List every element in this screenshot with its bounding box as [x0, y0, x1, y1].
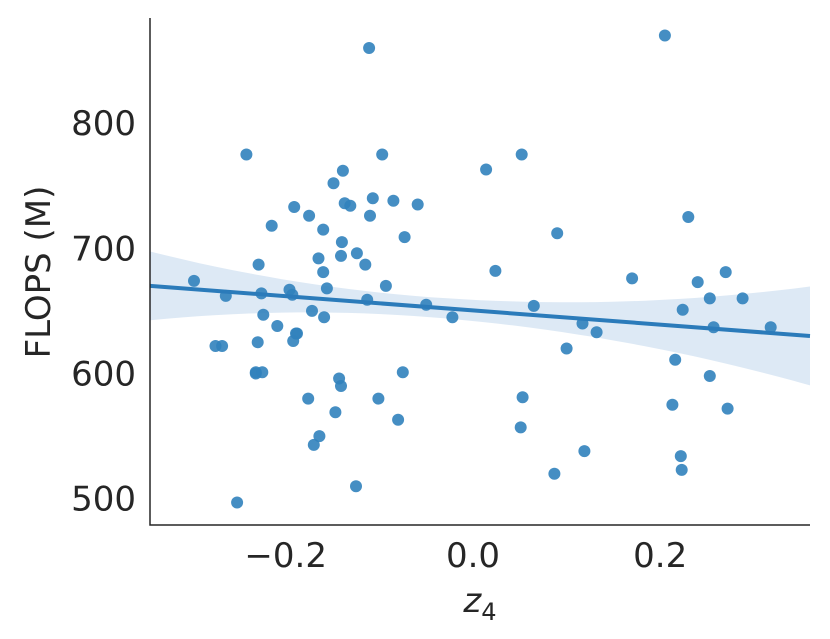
data-point — [317, 223, 330, 236]
x-tick-label: 0.0 — [446, 536, 500, 576]
data-points-layer — [188, 29, 777, 509]
x-tick-label: −0.2 — [244, 536, 327, 576]
data-point — [320, 282, 333, 295]
y-tick-label: 600 — [71, 355, 136, 395]
data-point — [288, 201, 301, 213]
data-point — [302, 392, 315, 405]
data-point — [682, 211, 695, 223]
data-point — [551, 227, 564, 240]
data-point — [548, 467, 561, 480]
data-point — [313, 430, 326, 443]
y-tick-label: 500 — [71, 480, 136, 520]
data-point — [335, 249, 347, 262]
data-point — [350, 247, 363, 260]
data-point — [676, 303, 689, 316]
data-point — [303, 209, 316, 222]
data-point — [306, 304, 318, 317]
data-point — [216, 340, 229, 352]
data-point — [251, 336, 264, 349]
data-point — [379, 279, 392, 292]
data-point — [271, 320, 284, 332]
y-tick-label: 800 — [71, 104, 136, 144]
data-point — [329, 406, 342, 419]
data-point — [515, 148, 528, 161]
data-point — [376, 148, 389, 161]
data-point — [626, 272, 639, 285]
y-tick-labels: 500 600 700 800 — [71, 104, 136, 520]
data-point — [327, 177, 340, 190]
data-point — [703, 292, 716, 305]
data-point — [252, 258, 265, 271]
data-point — [560, 342, 573, 355]
x-axis-label-symbol: z — [462, 581, 482, 621]
data-point — [240, 148, 253, 161]
regression-line-layer — [149, 283, 811, 338]
data-point — [516, 391, 529, 404]
regression-line — [149, 283, 811, 338]
data-point — [307, 438, 320, 451]
data-point — [257, 308, 270, 321]
data-point — [366, 192, 379, 205]
data-point — [764, 321, 777, 334]
data-point — [721, 402, 734, 415]
y-tick-label: 700 — [71, 229, 136, 269]
data-point — [480, 163, 493, 176]
data-point — [514, 421, 527, 434]
data-point — [256, 366, 269, 379]
data-point — [590, 326, 603, 339]
data-point — [387, 194, 400, 207]
data-point — [350, 480, 362, 493]
data-point — [396, 366, 409, 379]
data-point — [359, 258, 372, 271]
data-point — [344, 199, 357, 212]
data-point — [335, 236, 348, 249]
data-point — [372, 392, 385, 405]
data-point — [411, 198, 424, 211]
x-tick-label: 0.2 — [633, 536, 687, 576]
data-point — [719, 266, 732, 279]
data-point — [669, 353, 682, 366]
data-point — [335, 380, 347, 392]
data-point — [392, 413, 405, 426]
data-point — [318, 311, 331, 324]
data-point — [188, 274, 200, 287]
x-axis-label: z4 — [462, 581, 496, 626]
data-point — [398, 231, 411, 244]
data-point — [703, 370, 716, 382]
data-point — [691, 276, 704, 289]
data-point — [364, 209, 376, 222]
data-point — [736, 292, 749, 305]
data-point — [312, 252, 325, 265]
x-axis-label-subscript: 4 — [481, 598, 496, 626]
data-point — [674, 450, 687, 463]
data-point — [336, 164, 349, 177]
axis-spines — [149, 18, 810, 526]
data-point — [265, 219, 278, 232]
axes-layer — [149, 18, 810, 526]
data-point — [317, 266, 330, 279]
data-point — [446, 311, 459, 324]
data-point — [578, 445, 591, 458]
data-point — [527, 299, 540, 312]
data-point — [231, 496, 244, 509]
data-point — [291, 327, 303, 340]
data-point — [658, 29, 671, 42]
y-axis-label: FLOPS (M) — [19, 186, 59, 359]
data-point — [666, 398, 679, 411]
data-point — [489, 264, 502, 277]
confidence-band — [150, 251, 810, 386]
x-tick-labels: −0.2 0.0 0.2 — [244, 536, 687, 576]
data-point — [675, 463, 688, 476]
data-point — [363, 42, 376, 54]
confidence-band-layer — [150, 251, 810, 386]
